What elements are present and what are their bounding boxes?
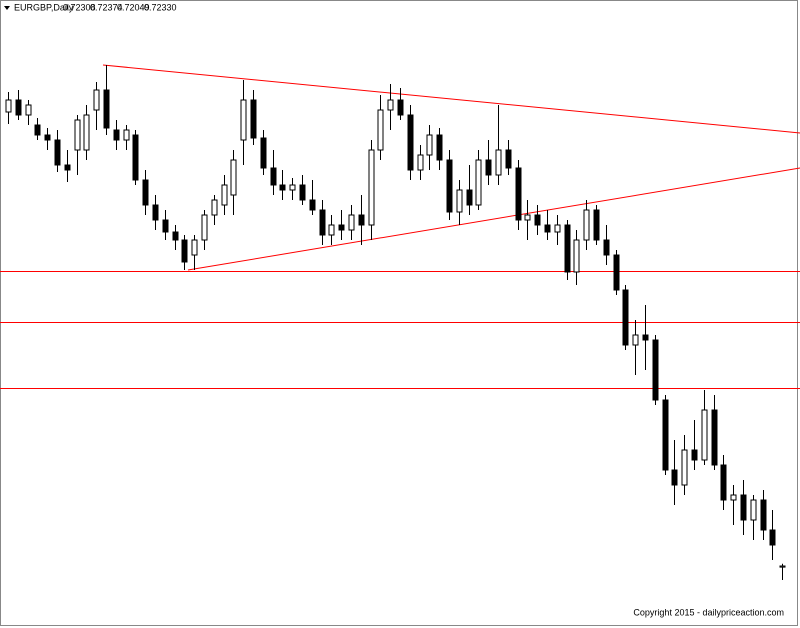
candle-body xyxy=(681,449,688,486)
candle-body xyxy=(162,219,169,233)
candle-body xyxy=(603,239,610,256)
candle-body xyxy=(299,184,306,201)
candle-body xyxy=(662,399,669,471)
candle-body xyxy=(5,99,12,113)
close-label: 0.72330 xyxy=(144,2,177,12)
candle-body xyxy=(613,254,620,291)
candle-body xyxy=(93,89,100,111)
candle-body xyxy=(172,231,179,241)
candle-body xyxy=(377,109,384,151)
candle-body xyxy=(260,137,267,169)
candle-body xyxy=(328,224,335,236)
candle-body xyxy=(750,499,757,521)
candle-body xyxy=(83,114,90,151)
candle-body xyxy=(495,149,502,176)
candle-body xyxy=(622,289,629,346)
candle-body xyxy=(691,449,698,461)
candle-body xyxy=(554,224,561,233)
candle-body xyxy=(34,124,41,136)
candle-body xyxy=(436,134,443,161)
candle-body xyxy=(201,214,208,241)
candle-body xyxy=(250,99,257,139)
candle-body xyxy=(113,129,120,141)
candle-body xyxy=(671,469,678,486)
candle-body xyxy=(720,464,727,501)
candle-body xyxy=(711,409,718,466)
candle-body xyxy=(397,99,404,116)
candle-body xyxy=(573,239,580,273)
candle-body xyxy=(485,159,492,176)
trendline-upper xyxy=(102,64,800,134)
candle-body xyxy=(466,189,473,206)
candle-body xyxy=(505,149,512,169)
candle-body xyxy=(152,204,159,221)
candle-body xyxy=(740,494,747,521)
candle-body xyxy=(642,334,649,341)
low-label: 0.72049 xyxy=(117,2,150,12)
symbol-title: EURGBP,Daily xyxy=(14,2,74,12)
candle-body xyxy=(289,184,296,191)
candle-body xyxy=(240,99,247,141)
candle-body xyxy=(456,189,463,213)
candle-body xyxy=(475,159,482,206)
candle-body xyxy=(524,214,531,221)
candle-body xyxy=(221,184,228,206)
candle-body xyxy=(270,167,277,186)
candle-body xyxy=(632,334,639,346)
candle-body xyxy=(446,159,453,213)
dropdown-icon[interactable] xyxy=(4,6,10,10)
candle-body xyxy=(64,164,71,171)
candle-body xyxy=(407,114,414,171)
open-label: 0.72308 xyxy=(63,2,96,12)
candle-body xyxy=(358,214,365,226)
candle-body xyxy=(103,89,110,129)
candle-body xyxy=(191,239,198,256)
candle-body xyxy=(779,565,786,568)
candle-body xyxy=(769,529,776,546)
candle-body xyxy=(25,104,32,116)
candle-body xyxy=(426,134,433,156)
candle-body xyxy=(534,214,541,226)
candle-body xyxy=(44,134,51,141)
candle-body xyxy=(132,134,139,181)
candle-body xyxy=(211,199,218,216)
candle-body xyxy=(74,119,81,151)
candle-body xyxy=(593,209,600,241)
trendline-lower xyxy=(187,167,800,271)
copyright: Copyright 2015 - dailypriceaction.com xyxy=(633,607,784,617)
candle-body xyxy=(652,339,659,401)
candle-body xyxy=(760,499,767,531)
candles xyxy=(0,65,800,581)
candle-body xyxy=(338,224,345,231)
candle-body xyxy=(368,149,375,226)
candle-body xyxy=(730,494,737,501)
high-label: 0.72374 xyxy=(90,2,123,12)
candle-body xyxy=(348,214,355,231)
candle-body xyxy=(387,99,394,111)
candle-body xyxy=(230,159,237,196)
candle-body xyxy=(319,209,326,236)
candle-body xyxy=(701,409,708,461)
candle-body xyxy=(54,139,61,166)
candle-body xyxy=(564,224,571,273)
candle-body xyxy=(142,179,149,206)
candle-body xyxy=(417,154,424,171)
candle-body xyxy=(583,209,590,241)
candle-body xyxy=(181,239,188,263)
candle-body xyxy=(309,199,316,211)
candle-body xyxy=(15,99,22,116)
candle-body xyxy=(515,167,522,221)
candle-body xyxy=(279,184,286,191)
candle-body xyxy=(123,129,130,141)
candle-body xyxy=(544,224,551,233)
